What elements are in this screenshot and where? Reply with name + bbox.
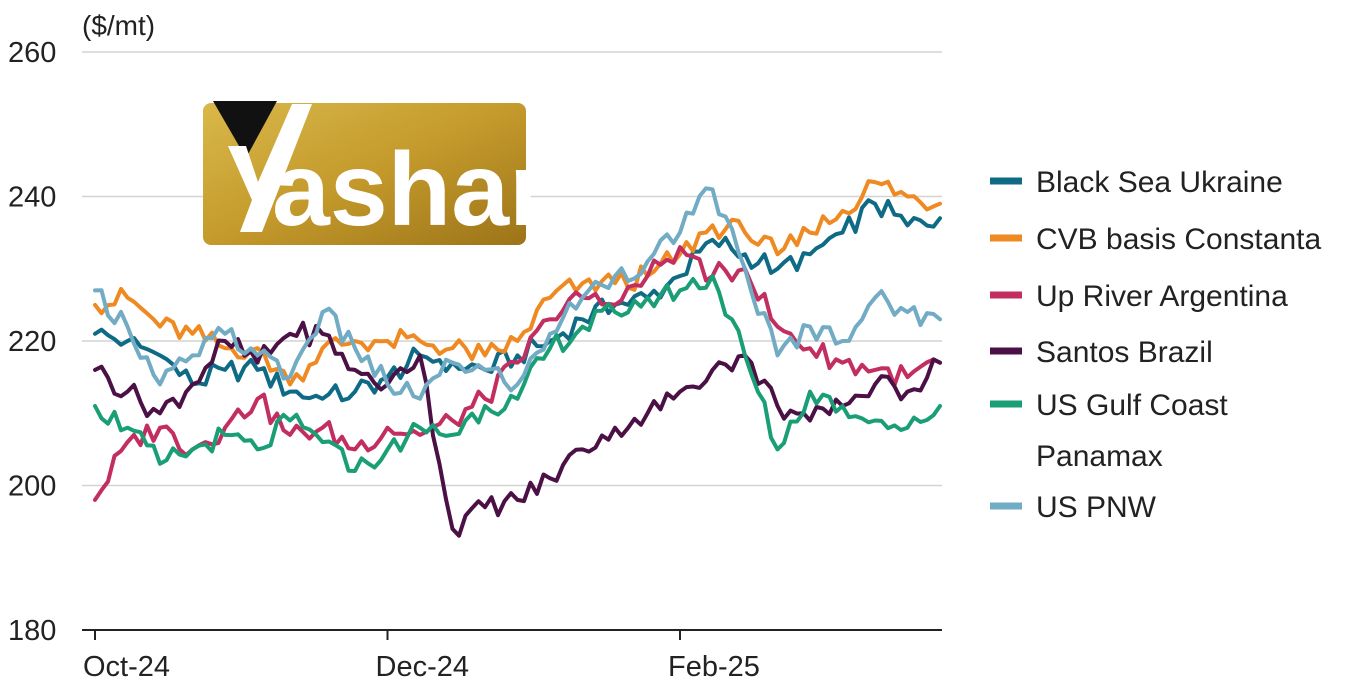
series-line-black-sea-ukraine (93, 198, 942, 403)
legend-label-us-pnw: US PNW (1036, 491, 1157, 524)
legend-label-santos-brazil: Santos Brazil (1036, 336, 1213, 369)
logo-triangle-icon (213, 101, 277, 158)
yashar-logo: ashar (203, 101, 550, 248)
legend-label-black-sea-ukraine: Black Sea Ukraine (1036, 166, 1283, 199)
y-tick-label-220: 220 (8, 326, 56, 358)
x-tick-label-Feb-25: Feb-25 (668, 651, 760, 683)
y-tick-label-180: 180 (8, 615, 56, 647)
x-tick-label-Dec-24: Dec-24 (376, 651, 470, 683)
series-line-us-pnw (93, 186, 942, 401)
legend-label-up-river-argentina: Up River Argentina (1036, 280, 1288, 313)
x-tick-label-Oct-24: Oct-24 (83, 651, 170, 683)
x-axis-tick-labels: Oct-24 Dec-24 Feb-25 (83, 630, 760, 683)
series-line-cvb-basis-constanta (93, 179, 942, 387)
series-line-us-gulf-coast-panamax (93, 274, 942, 473)
legend: Black Sea Ukraine CVB basis Constanta Up R… (990, 166, 1321, 524)
series-line-up-river-argentina (93, 245, 942, 502)
logo-y-mark (228, 104, 312, 232)
y-tick-label-200: 200 (8, 471, 56, 503)
y-axis-tick-labels: 180 200 220 240 260 (8, 37, 56, 647)
logo-text: ashar (272, 132, 550, 248)
y-tick-label-240: 240 (8, 182, 56, 214)
y-axis-unit-label: ($/mt) (82, 10, 155, 41)
legend-label-us-gulf-coast-panamax: US Gulf Coast Panamax (1036, 389, 1228, 473)
y-tick-label-260: 260 (8, 37, 56, 69)
legend-label-cvb-basis-constanta: CVB basis Constanta (1036, 223, 1321, 256)
series-lines (93, 179, 942, 538)
